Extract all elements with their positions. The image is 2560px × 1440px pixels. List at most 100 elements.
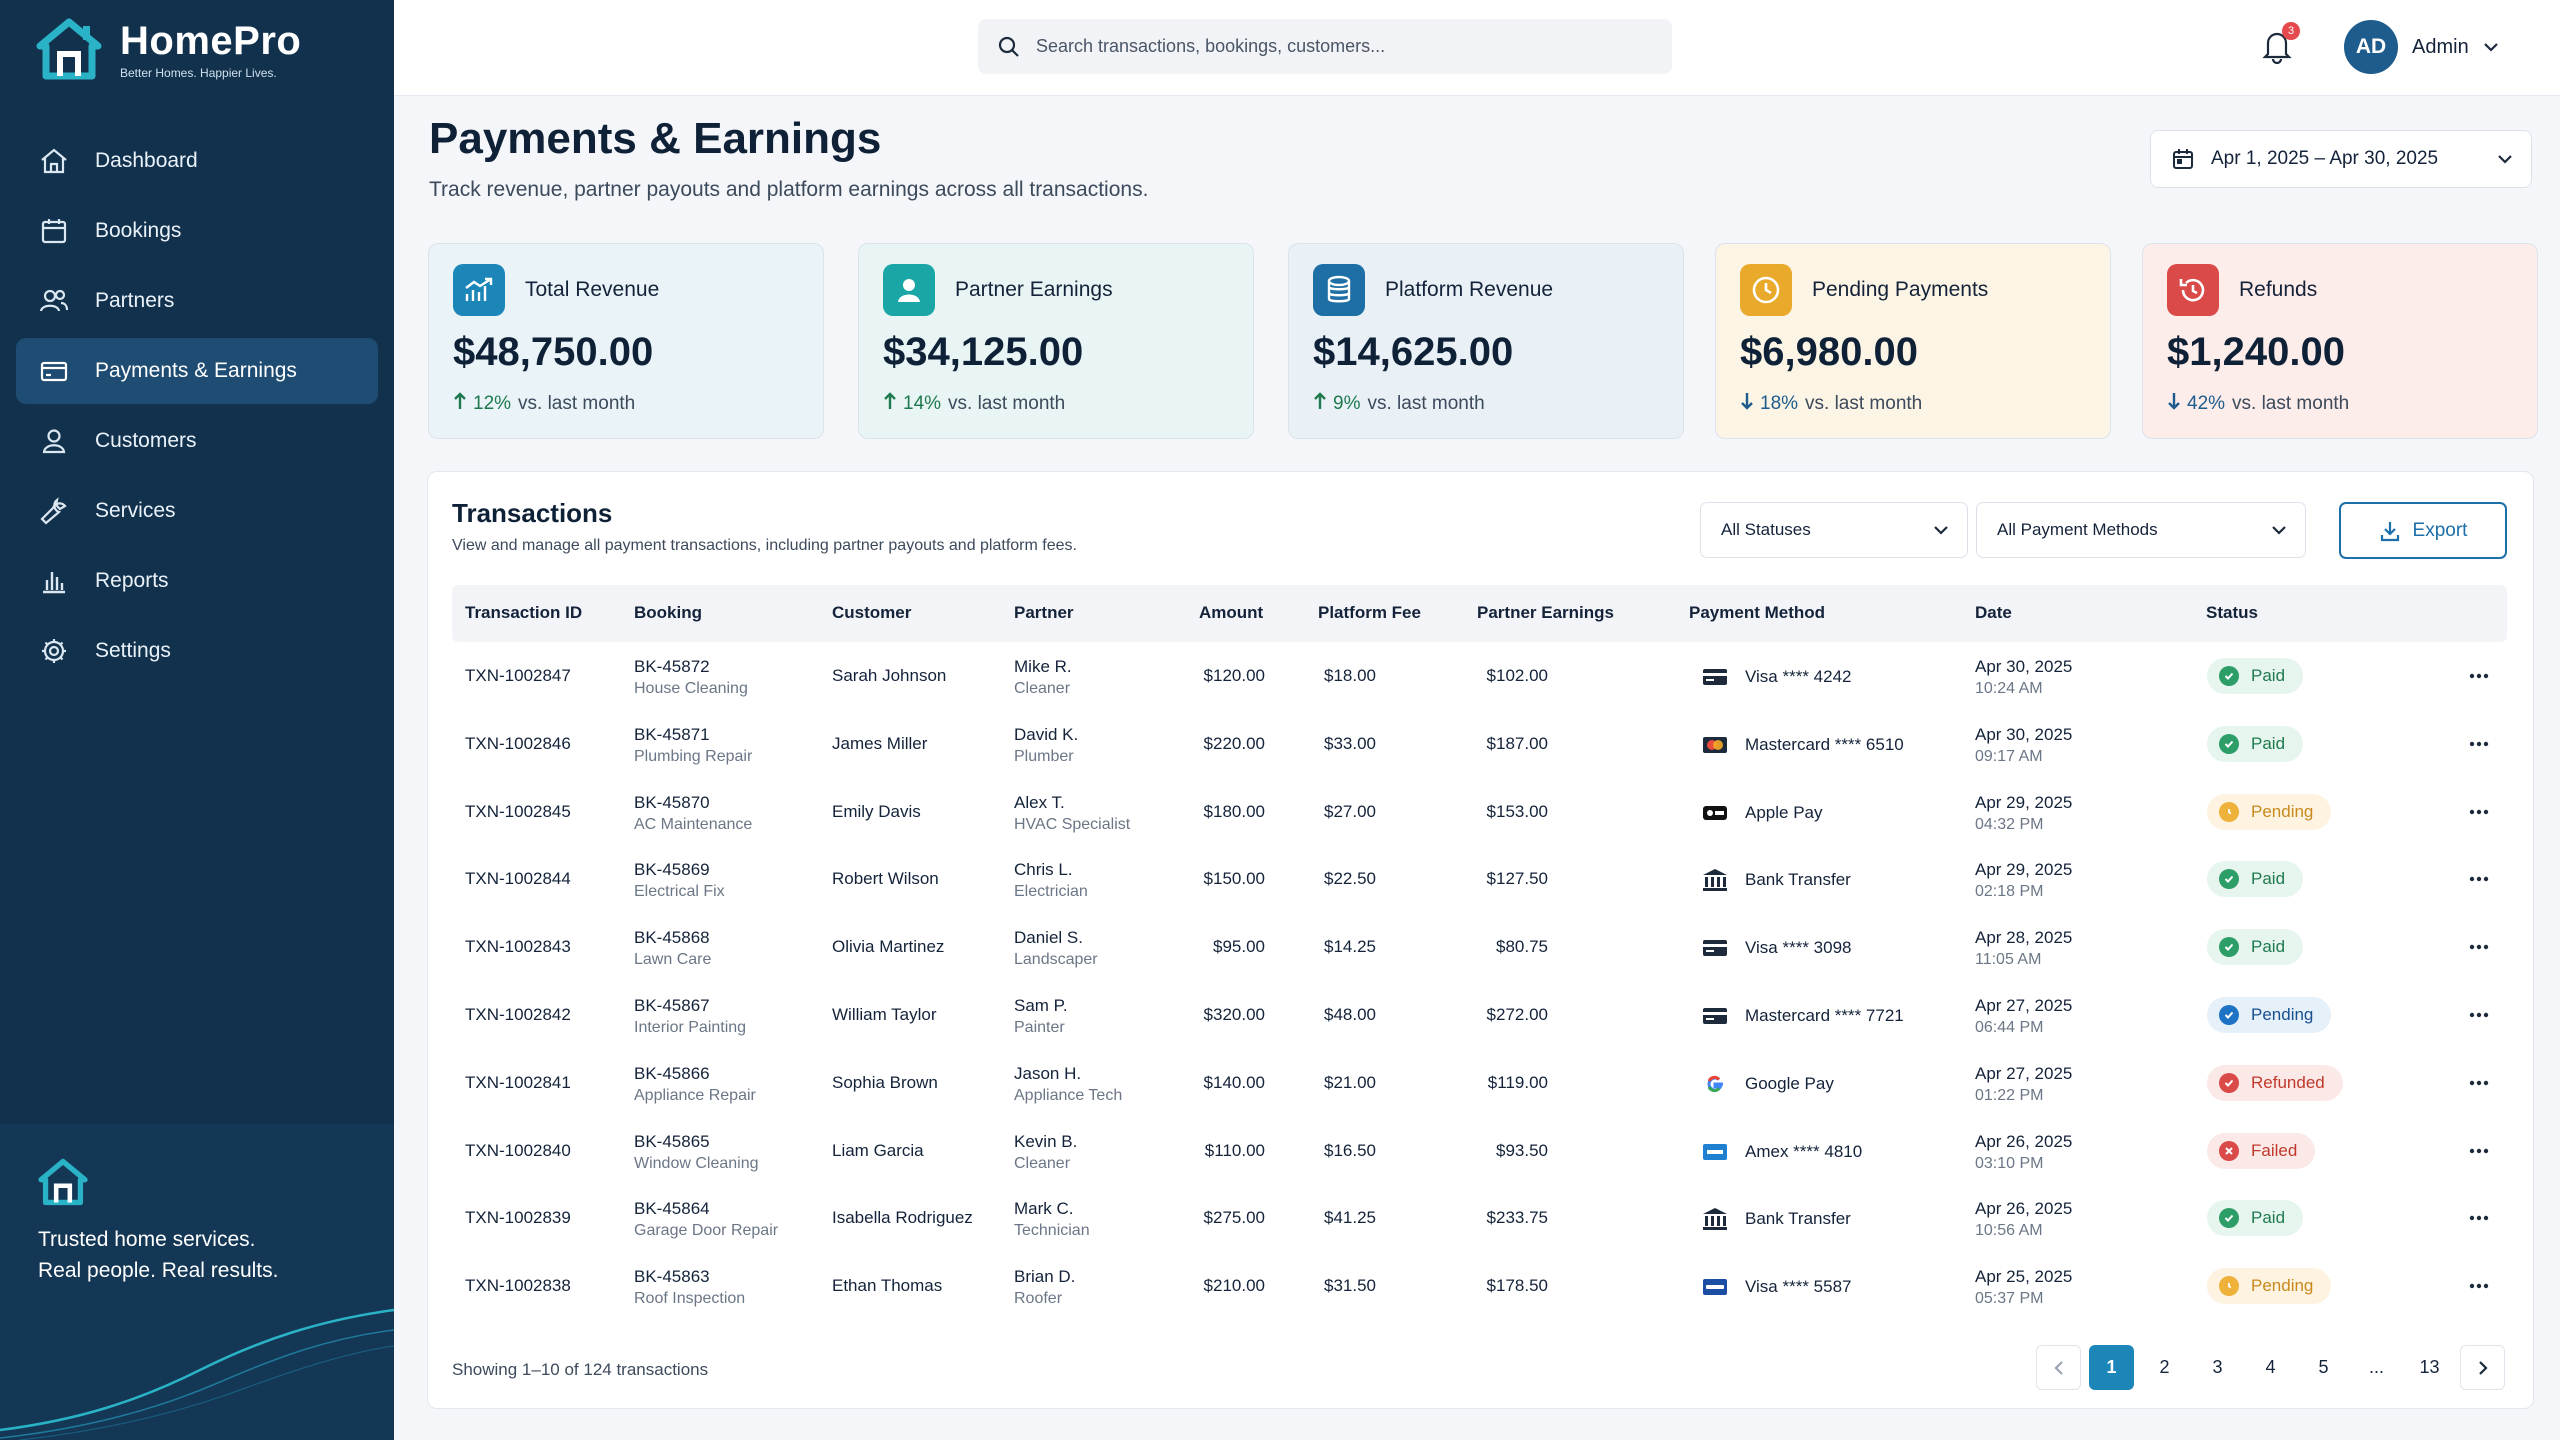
transaction-id[interactable]: TXN-1002839 (465, 1208, 571, 1228)
search-input[interactable] (1036, 36, 1636, 57)
booking-cell[interactable]: BK-45872 House Cleaning (634, 656, 748, 700)
sidebar-item-dashboard[interactable]: Dashboard (16, 128, 378, 194)
row-actions-button[interactable] (2464, 1139, 2494, 1163)
transactions-subtitle: View and manage all payment transactions… (452, 537, 1077, 554)
booking-cell[interactable]: BK-45868 Lawn Care (634, 927, 711, 971)
column-header-partner[interactable]: Partner (1014, 603, 1074, 622)
booking-cell[interactable]: BK-45870 AC Maintenance (634, 792, 752, 836)
sidebar-item-bookings[interactable]: Bookings (16, 198, 378, 264)
user-menu[interactable]: AD Admin (2344, 20, 2499, 74)
kpi-card-refunds: Refunds $1,240.00 42% vs. last month (2142, 243, 2538, 439)
notifications-button[interactable]: 3 (2260, 22, 2300, 66)
transaction-id[interactable]: TXN-1002841 (465, 1072, 571, 1092)
kpi-delta: 18% vs. last month (1740, 392, 1922, 416)
booking-cell[interactable]: BK-45867 Interior Painting (634, 995, 746, 1039)
amount: $110.00 (1204, 1140, 1265, 1160)
transaction-id[interactable]: TXN-1002847 (465, 666, 571, 685)
logo[interactable]: HomePro Better Homes. Happier Lives. (36, 18, 301, 80)
partner-role: Landscaper (1014, 951, 1098, 969)
row-actions-button[interactable] (2464, 1274, 2494, 1298)
table-row[interactable]: TXN-1002839 BK-45864 Garage Door Repair … (452, 1184, 2507, 1252)
column-header-date[interactable]: Date (1975, 603, 2012, 622)
column-header-amount[interactable]: Amount (1199, 603, 1264, 622)
transaction-id[interactable]: TXN-1002840 (465, 1140, 571, 1160)
transaction-id[interactable]: TXN-1002838 (465, 1276, 571, 1296)
booking-cell[interactable]: BK-45869 Electrical Fix (634, 859, 725, 903)
search-box[interactable] (978, 19, 1672, 74)
row-actions-button[interactable] (2464, 664, 2494, 688)
sidebar-item-payments-earnings[interactable]: Payments & Earnings (16, 338, 378, 404)
column-header-booking[interactable]: Booking (634, 603, 702, 622)
sidebar-item-label: Dashboard (95, 149, 198, 172)
table-row[interactable]: TXN-1002842 BK-45867 Interior Painting W… (452, 981, 2507, 1049)
partner-cell: Alex T. HVAC Specialist (1014, 792, 1130, 836)
row-actions-button[interactable] (2464, 935, 2494, 959)
row-actions-button[interactable] (2464, 1206, 2494, 1230)
payment-method-label: Mastercard **** 6510 (1745, 734, 1904, 754)
kpi-value: $48,750.00 (453, 330, 654, 374)
prev-page-button[interactable] (2036, 1345, 2081, 1390)
page-button-5[interactable]: 5 (2301, 1345, 2346, 1390)
sidebar-footer: Trusted home services. Real people. Real… (0, 1124, 394, 1440)
partner-cell: Brian D. Roofer (1014, 1266, 1075, 1310)
table-row[interactable]: TXN-1002843 BK-45868 Lawn Care Olivia Ma… (452, 913, 2507, 981)
booking-cell[interactable]: BK-45871 Plumbing Repair (634, 724, 752, 768)
transaction-id[interactable]: TXN-1002842 (465, 1004, 571, 1024)
transaction-id[interactable]: TXN-1002844 (465, 869, 571, 889)
column-header-payment-method[interactable]: Payment Method (1689, 603, 1826, 622)
page-button-2[interactable]: 2 (2142, 1345, 2187, 1390)
status-badge: Paid (2207, 725, 2304, 762)
transaction-id[interactable]: TXN-1002846 (465, 733, 571, 753)
table-row[interactable]: TXN-1002845 BK-45870 AC Maintenance Emil… (452, 778, 2507, 846)
time: 05:37 PM (1975, 1290, 2044, 1308)
payment-method-filter-select[interactable]: All Payment Methods (1976, 502, 2306, 558)
booking-cell[interactable]: BK-45864 Garage Door Repair (634, 1198, 778, 1242)
status-filter-select[interactable]: All Statuses (1700, 502, 1968, 558)
booking-cell[interactable]: BK-45866 Appliance Repair (634, 1063, 756, 1107)
payment-method-label: Mastercard **** 7721 (1745, 1005, 1904, 1025)
page-button-3[interactable]: 3 (2195, 1345, 2240, 1390)
table-row[interactable]: TXN-1002841 BK-45866 Appliance Repair So… (452, 1049, 2507, 1117)
pagination-summary: Showing 1–10 of 124 transactions (452, 1360, 709, 1379)
table-row[interactable]: TXN-1002840 BK-45865 Window Cleaning Lia… (452, 1117, 2507, 1185)
date-range-picker[interactable]: Apr 1, 2025 – Apr 30, 2025 (2150, 130, 2532, 188)
row-actions-button[interactable] (2464, 867, 2494, 891)
sidebar: HomePro Better Homes. Happier Lives. Das… (0, 0, 394, 1440)
customer-name: Olivia Martinez (832, 937, 945, 957)
user-name: Admin (2412, 35, 2469, 58)
date: Apr 29, 2025 (1975, 860, 2073, 880)
page-button-1[interactable]: 1 (2089, 1345, 2134, 1390)
transaction-id[interactable]: TXN-1002845 (465, 801, 571, 821)
sidebar-item-settings[interactable]: Settings (16, 618, 378, 684)
booking-cell[interactable]: BK-45863 Roof Inspection (634, 1266, 745, 1310)
table-row[interactable]: TXN-1002846 BK-45871 Plumbing Repair Jam… (452, 710, 2507, 778)
row-actions-button[interactable] (2464, 1003, 2494, 1027)
sidebar-item-services[interactable]: Services (16, 478, 378, 544)
column-header-platform-fee[interactable]: Platform Fee (1318, 603, 1421, 622)
date-cell: Apr 29, 2025 02:18 PM (1975, 859, 2072, 903)
table-row[interactable]: TXN-1002838 BK-45863 Roof Inspection Eth… (452, 1252, 2507, 1320)
column-header-transaction-id[interactable]: Transaction ID (465, 603, 583, 622)
sidebar-item-customers[interactable]: Customers (16, 408, 378, 474)
sidebar-item-partners[interactable]: Partners (16, 268, 378, 334)
row-actions-button[interactable] (2464, 800, 2494, 824)
page-button-4[interactable]: 4 (2248, 1345, 2293, 1390)
column-header-status[interactable]: Status (2206, 603, 2258, 622)
table-row[interactable]: TXN-1002844 BK-45869 Electrical Fix Robe… (452, 845, 2507, 913)
export-button[interactable]: Export (2339, 502, 2507, 559)
booking-cell[interactable]: BK-45865 Window Cleaning (634, 1131, 759, 1175)
row-actions-button[interactable] (2464, 732, 2494, 756)
chevron-down-icon (2272, 526, 2286, 535)
column-header-customer[interactable]: Customer (832, 603, 912, 622)
transaction-id[interactable]: TXN-1002843 (465, 937, 571, 957)
kpi-card-total-revenue: Total Revenue $48,750.00 12% vs. last mon… (428, 243, 824, 439)
next-page-button[interactable] (2460, 1345, 2505, 1390)
sidebar-item-reports[interactable]: Reports (16, 548, 378, 614)
kpi-delta: 42% vs. last month (2167, 392, 2349, 416)
column-header-partner-earnings[interactable]: Partner Earnings (1477, 603, 1614, 622)
table-row[interactable]: TXN-1002847 BK-45872 House Cleaning Sara… (452, 642, 2507, 710)
row-actions-button[interactable] (2464, 1071, 2494, 1095)
booking-id: BK-45867 (634, 995, 710, 1015)
status-check-icon (2219, 937, 2239, 958)
page-button-13[interactable]: 13 (2407, 1345, 2452, 1390)
